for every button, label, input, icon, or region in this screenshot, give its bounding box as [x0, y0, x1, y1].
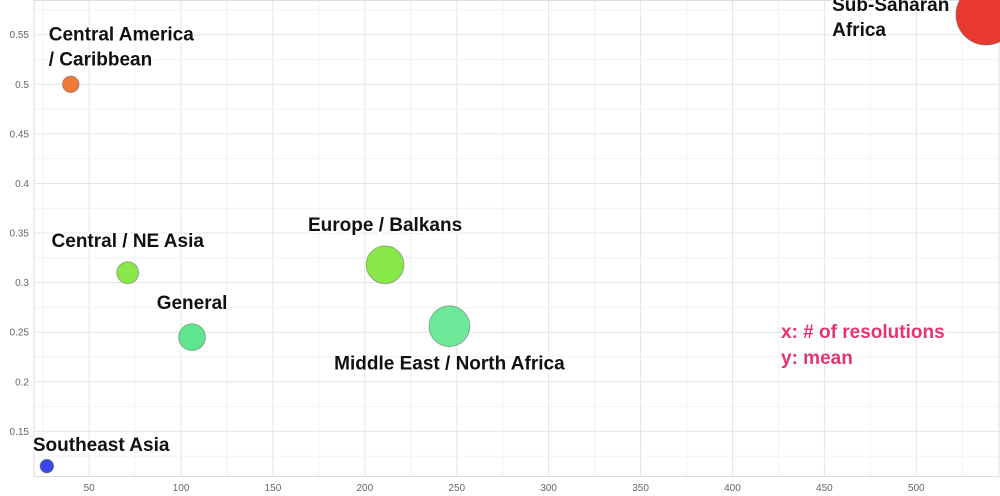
bubble-label: Central America [49, 24, 194, 45]
x-tick-label: 300 [540, 483, 557, 494]
x-tick-label: 350 [632, 483, 649, 494]
bubble-point [365, 245, 405, 285]
bubble-point [178, 323, 206, 352]
y-tick-label: 0.5 [15, 80, 29, 91]
bubble-labels: Central America / Caribbean Central / NE A… [31, 0, 951, 458]
x-tick-label: 450 [816, 483, 833, 494]
y-tick-label: 0.55 [10, 30, 30, 41]
plot-frame [33, 0, 1000, 477]
x-tick-label: 150 [265, 483, 282, 494]
x-tick-label: 200 [357, 483, 374, 494]
note-y: y: mean [781, 348, 853, 369]
bubble-point [116, 261, 140, 285]
bubble-label: Southeast Asia [33, 435, 170, 456]
y-tick-label: 0.2 [15, 377, 29, 388]
y-tick-label: 0.4 [15, 179, 29, 190]
x-tick-label: 100 [173, 483, 190, 494]
bubble-label: Middle East / North Africa [334, 354, 565, 375]
bubble-point [428, 305, 471, 348]
y-tick-label: 0.15 [10, 427, 30, 438]
bubble-label: / Caribbean [49, 49, 152, 70]
bubble-point [955, 0, 1000, 46]
note-x: x: # of resolutions [781, 322, 945, 343]
bubble-label: General [157, 293, 228, 314]
legend-note: x: # of resolutions y: mean [779, 320, 947, 371]
bubbles [39, 0, 1000, 474]
bubble-label: Sub-Saharan [832, 0, 949, 16]
bubble-point [39, 458, 55, 474]
bubble-label: Central / NE Asia [52, 231, 205, 252]
axis-ticks: 50 100 150 200 250 300 350 400 450 500 0.15 0.2 0.25… [10, 30, 926, 494]
x-tick-label: 250 [448, 483, 465, 494]
x-tick-label: 400 [724, 483, 741, 494]
bubble-label: Africa [832, 20, 886, 41]
x-tick-label: 50 [84, 483, 96, 494]
y-tick-label: 0.25 [10, 328, 30, 339]
bubble-label: Europe / Balkans [308, 215, 462, 236]
y-tick-label: 0.35 [10, 229, 30, 240]
y-tick-label: 0.3 [15, 278, 29, 289]
bubble-point [62, 75, 80, 94]
y-tick-label: 0.45 [10, 129, 30, 140]
grid [34, 0, 999, 476]
x-tick-label: 500 [908, 483, 925, 494]
